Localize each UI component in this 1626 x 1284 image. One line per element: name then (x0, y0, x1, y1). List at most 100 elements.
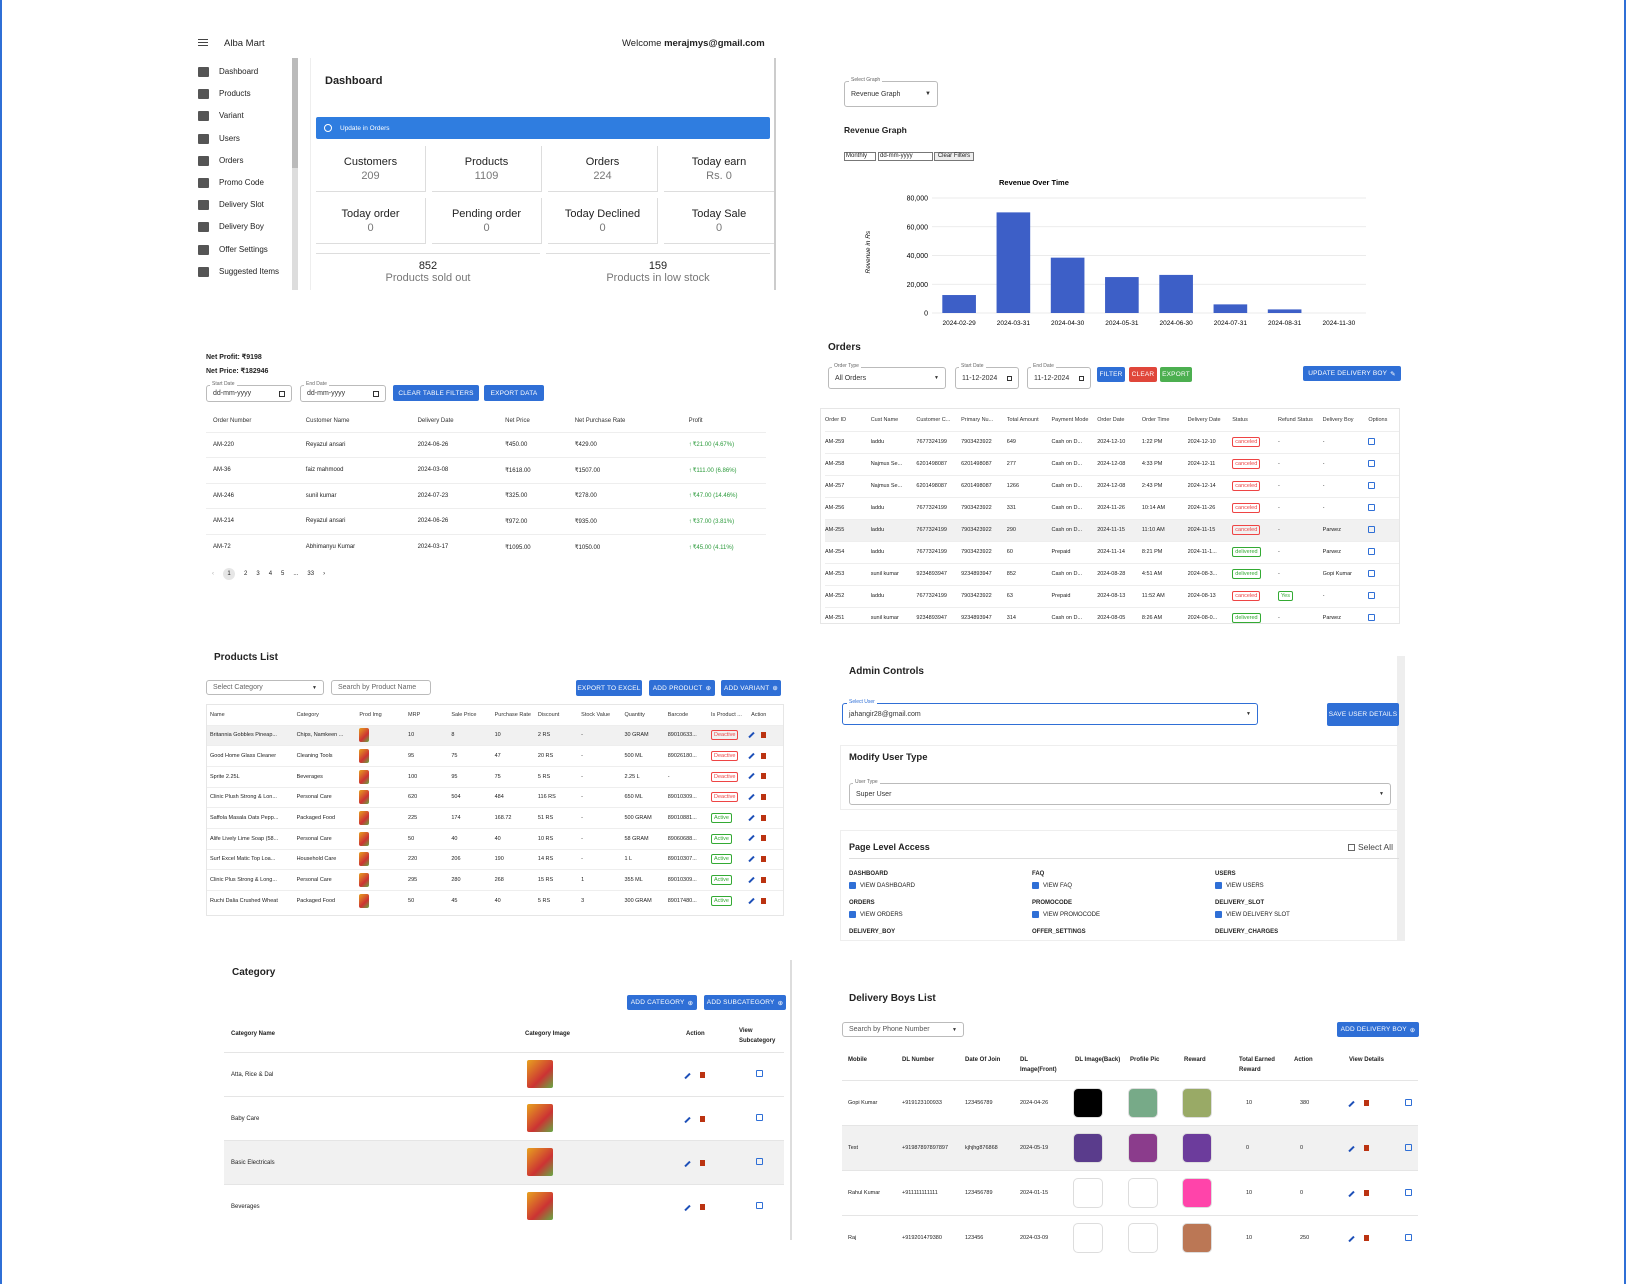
table-row[interactable]: AM-257 Najmus Se... 6201498087 6201498087 12… (825, 475, 1399, 497)
table-row[interactable]: AM-72 Abhimanyu Kumar 2024-03-17 ₹1095.00 ₹1… (206, 534, 766, 560)
sidebar-item-variant[interactable]: Variant (198, 111, 244, 122)
table-row[interactable]: Alife Lively Lime Soap (58... Personal Ca… (207, 828, 783, 849)
sidebar-item-users[interactable]: Users (198, 133, 240, 144)
sidebar-item-promo-code[interactable]: Promo Code (198, 178, 264, 188)
access-checkbox[interactable]: VIEW DASHBOARD (849, 882, 915, 889)
edit-icon[interactable] (748, 897, 755, 904)
delete-icon[interactable] (761, 814, 767, 821)
sidebar-item-delivery-boy[interactable]: Delivery Boy (198, 222, 264, 233)
user-type-select[interactable]: Super User ▼ (849, 783, 1391, 805)
delete-icon[interactable] (700, 1072, 705, 1078)
table-row[interactable]: AM-214 Reyazul ansari 2024-06-26 ₹972.00 ₹93… (206, 508, 766, 535)
edit-icon[interactable] (748, 814, 755, 821)
table-row[interactable]: AM-259 laddu 7677324199 7903423922 649 Cash o… (825, 431, 1399, 453)
page-button[interactable]: 33 (307, 571, 315, 577)
product-search-input[interactable]: Search by Product Name (331, 680, 431, 695)
edit-icon[interactable] (1368, 591, 1376, 599)
edit-icon[interactable] (1368, 437, 1376, 445)
delete-icon[interactable] (761, 794, 767, 801)
edit-icon[interactable] (748, 752, 755, 759)
delete-icon[interactable] (761, 835, 767, 842)
table-row[interactable]: AM-254 laddu 7677324199 7903423922 60 Prepaid… (825, 541, 1399, 563)
table-row[interactable]: AM-258 Najmus Se... 6201498087 6201498087 27… (825, 453, 1399, 475)
table-row[interactable] (842, 1215, 1418, 1260)
table-row[interactable]: AM-246 sunil kumar 2024-07-23 ₹325.00 ₹278.0… (206, 483, 766, 509)
select-all-checkbox[interactable]: Select All (1348, 842, 1393, 852)
next-page-icon[interactable]: › (323, 571, 326, 577)
access-checkbox[interactable]: VIEW DELIVERY SLOT (1215, 911, 1290, 918)
add-delivery-boy-button[interactable]: ADD DELIVERY BOY ⊕ (1337, 1022, 1419, 1037)
sidebar-item-dashboard[interactable]: Dashboard (198, 67, 258, 77)
delete-icon[interactable] (1364, 1145, 1369, 1151)
open-link-icon[interactable] (1405, 1189, 1412, 1196)
table-row[interactable] (224, 1096, 784, 1140)
table-row[interactable]: AM-252 laddu 7677324199 7903423922 63 Prepaid… (825, 585, 1399, 607)
category-select[interactable]: Select Category ▼ (206, 680, 324, 695)
delete-icon[interactable] (761, 773, 767, 780)
delete-icon[interactable] (1364, 1235, 1369, 1241)
sidebar-item-offer-settings[interactable]: Offer Settings (198, 244, 268, 255)
table-row[interactable]: Clinic Plus Strong & Long... Personal Car… (207, 869, 783, 891)
filter-button[interactable]: FILTER (1097, 367, 1125, 382)
clear-filters-button[interactable]: Clear Filters (934, 152, 974, 161)
table-row[interactable] (224, 1184, 784, 1228)
page-button[interactable]: 2 (244, 571, 248, 577)
page-button[interactable]: ... (293, 571, 299, 577)
delete-icon[interactable] (761, 897, 767, 904)
sidebar-item-suggested-items[interactable]: Suggested Items (198, 266, 279, 277)
add-subcategory-button[interactable]: ADD SUBCATEGORY ⊕ (704, 995, 786, 1010)
sidebar-scrollbar[interactable] (292, 58, 298, 290)
table-row[interactable]: Surf Excel Matic Top Loa... Household Car… (207, 849, 783, 870)
delete-icon[interactable] (1364, 1190, 1369, 1196)
edit-icon[interactable] (748, 876, 755, 884)
open-link-icon[interactable] (756, 1158, 763, 1165)
open-link-icon[interactable] (1405, 1234, 1412, 1241)
start-date-input[interactable]: dd-mm-yyyy (206, 385, 292, 402)
delete-icon[interactable] (1364, 1100, 1369, 1106)
table-row[interactable]: AM-253 sunil kumar 9234893947 9234893947 852… (825, 563, 1399, 585)
delete-icon[interactable] (761, 876, 767, 883)
user-select[interactable]: jahangir28@gmail.com ▼ (842, 703, 1258, 725)
page-button[interactable]: 3 (256, 571, 260, 577)
delete-icon[interactable] (700, 1204, 705, 1210)
edit-icon[interactable] (1368, 525, 1376, 533)
edit-icon[interactable] (748, 731, 755, 739)
update-alert[interactable]: Update in Orders (316, 117, 770, 139)
table-row[interactable]: Britannia Gobbles Pineap... Chips, Namkee… (207, 725, 783, 746)
order-type-select[interactable]: All Orders ▼ (828, 367, 946, 389)
edit-icon[interactable] (748, 855, 755, 863)
access-checkbox[interactable]: VIEW ORDERS (849, 911, 903, 918)
table-row[interactable] (224, 1052, 784, 1096)
access-checkbox[interactable]: VIEW PROMOCODE (1032, 911, 1100, 918)
edit-icon[interactable] (1368, 503, 1376, 511)
add-category-button[interactable]: ADD CATEGORY ⊕ (627, 995, 697, 1010)
open-link-icon[interactable] (1405, 1099, 1412, 1106)
edit-icon[interactable] (1368, 613, 1376, 621)
end-date-input[interactable]: dd-mm-yyyy (300, 385, 386, 402)
add-variant-button[interactable]: ADD VARIANT ⊕ (721, 680, 781, 696)
edit-icon[interactable] (1368, 547, 1376, 555)
end-date-input[interactable]: 11-12-2024 (1027, 367, 1091, 389)
open-link-icon[interactable] (1405, 1144, 1412, 1151)
table-row[interactable] (842, 1170, 1418, 1215)
page-button[interactable]: 4 (268, 571, 273, 577)
table-row[interactable]: AM-255 laddu 7677324199 7903423922 290 Cash o… (825, 519, 1399, 541)
start-date-input[interactable]: 11-12-2024 (955, 367, 1019, 389)
sidebar-item-orders[interactable]: Orders (198, 155, 243, 166)
table-row[interactable] (842, 1080, 1418, 1125)
delete-icon[interactable] (761, 732, 767, 739)
export-excel-button[interactable]: EXPORT TO EXCEL (576, 680, 642, 696)
date-filter[interactable]: dd-mm-yyyy (878, 152, 933, 161)
save-user-details-button[interactable]: SAVE USER DETAILS (1327, 703, 1399, 726)
edit-icon[interactable] (748, 793, 755, 801)
open-link-icon[interactable] (756, 1114, 763, 1121)
update-delivery-boy-button[interactable]: UPDATE DELIVERY BOY ✎ (1303, 366, 1401, 381)
period-select[interactable]: Monthly (844, 152, 876, 161)
clear-button[interactable]: CLEAR (1129, 367, 1157, 382)
export-data-button[interactable]: EXPORT DATA (484, 385, 544, 401)
delete-icon[interactable] (761, 752, 767, 759)
add-product-button[interactable]: ADD PRODUCT ⊕ (649, 680, 715, 696)
prev-page-icon[interactable]: ‹ (212, 571, 214, 577)
delete-icon[interactable] (700, 1160, 705, 1166)
table-row[interactable]: Sprite 2.25L Beverages 100 95 75 5 RS - 2.25 L -… (207, 766, 783, 787)
